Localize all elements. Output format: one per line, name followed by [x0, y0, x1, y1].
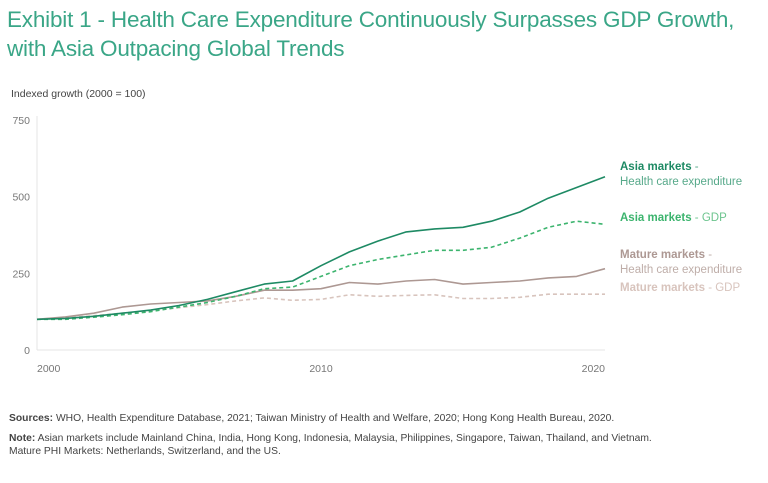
sources-text: WHO, Health Expenditure Database, 2021; … — [53, 413, 615, 424]
legend-label-sep: - — [705, 249, 713, 261]
y-tick-label: 500 — [12, 192, 30, 204]
legend-label-rest: - GDP — [705, 282, 741, 294]
line-chart: 0 250 500 750 2000 2010 2020 — [12, 115, 606, 375]
y-tick-label: 0 — [24, 345, 30, 357]
sources-note: Sources: WHO, Health Expenditure Databas… — [9, 412, 759, 425]
x-tick-label: 2000 — [37, 363, 61, 375]
legend-asia-hce: Asia markets - Health care expenditure — [620, 160, 742, 190]
note-text-2: Mature PHI Markets: Netherlands, Switzer… — [9, 446, 281, 457]
x-tick-label: 2010 — [309, 363, 333, 375]
y-tick-label: 250 — [12, 268, 30, 280]
legend-mature-hce: Mature markets - Health care expenditure — [620, 248, 742, 278]
y-axis-label: Indexed growth (2000 = 100) — [11, 88, 146, 100]
legend-label-rest: Health care expenditure — [620, 264, 743, 276]
legend-label-bold: Asia markets — [620, 161, 692, 173]
series-line-1 — [37, 220, 606, 321]
series-line-0 — [36, 175, 606, 321]
legend-label-bold: Mature markets — [620, 249, 706, 261]
note-text: Asian markets include Mainland China, In… — [35, 433, 652, 444]
y-tick-label: 750 — [12, 115, 30, 127]
x-tick-label: 2020 — [582, 363, 606, 375]
legend-mature-gdp: Mature markets - GDP — [620, 281, 740, 296]
footnotes: Sources: WHO, Health Expenditure Databas… — [9, 412, 759, 465]
legend-label-rest: - GDP — [691, 212, 727, 224]
legend-label-bold: Asia markets — [620, 212, 692, 224]
markets-note: Note: Asian markets include Mainland Chi… — [9, 432, 759, 458]
note-label: Note: — [9, 433, 36, 444]
legend-asia-gdp: Asia markets - GDP — [620, 211, 727, 226]
legend-label-bold: Mature markets — [620, 282, 706, 294]
legend-label-sep: - — [691, 161, 699, 173]
series-line-2 — [36, 267, 606, 321]
legend-label-rest: Health care expenditure — [620, 176, 743, 188]
sources-label: Sources: — [9, 413, 54, 424]
chart-title: Exhibit 1 - Health Care Expenditure Cont… — [7, 7, 735, 61]
